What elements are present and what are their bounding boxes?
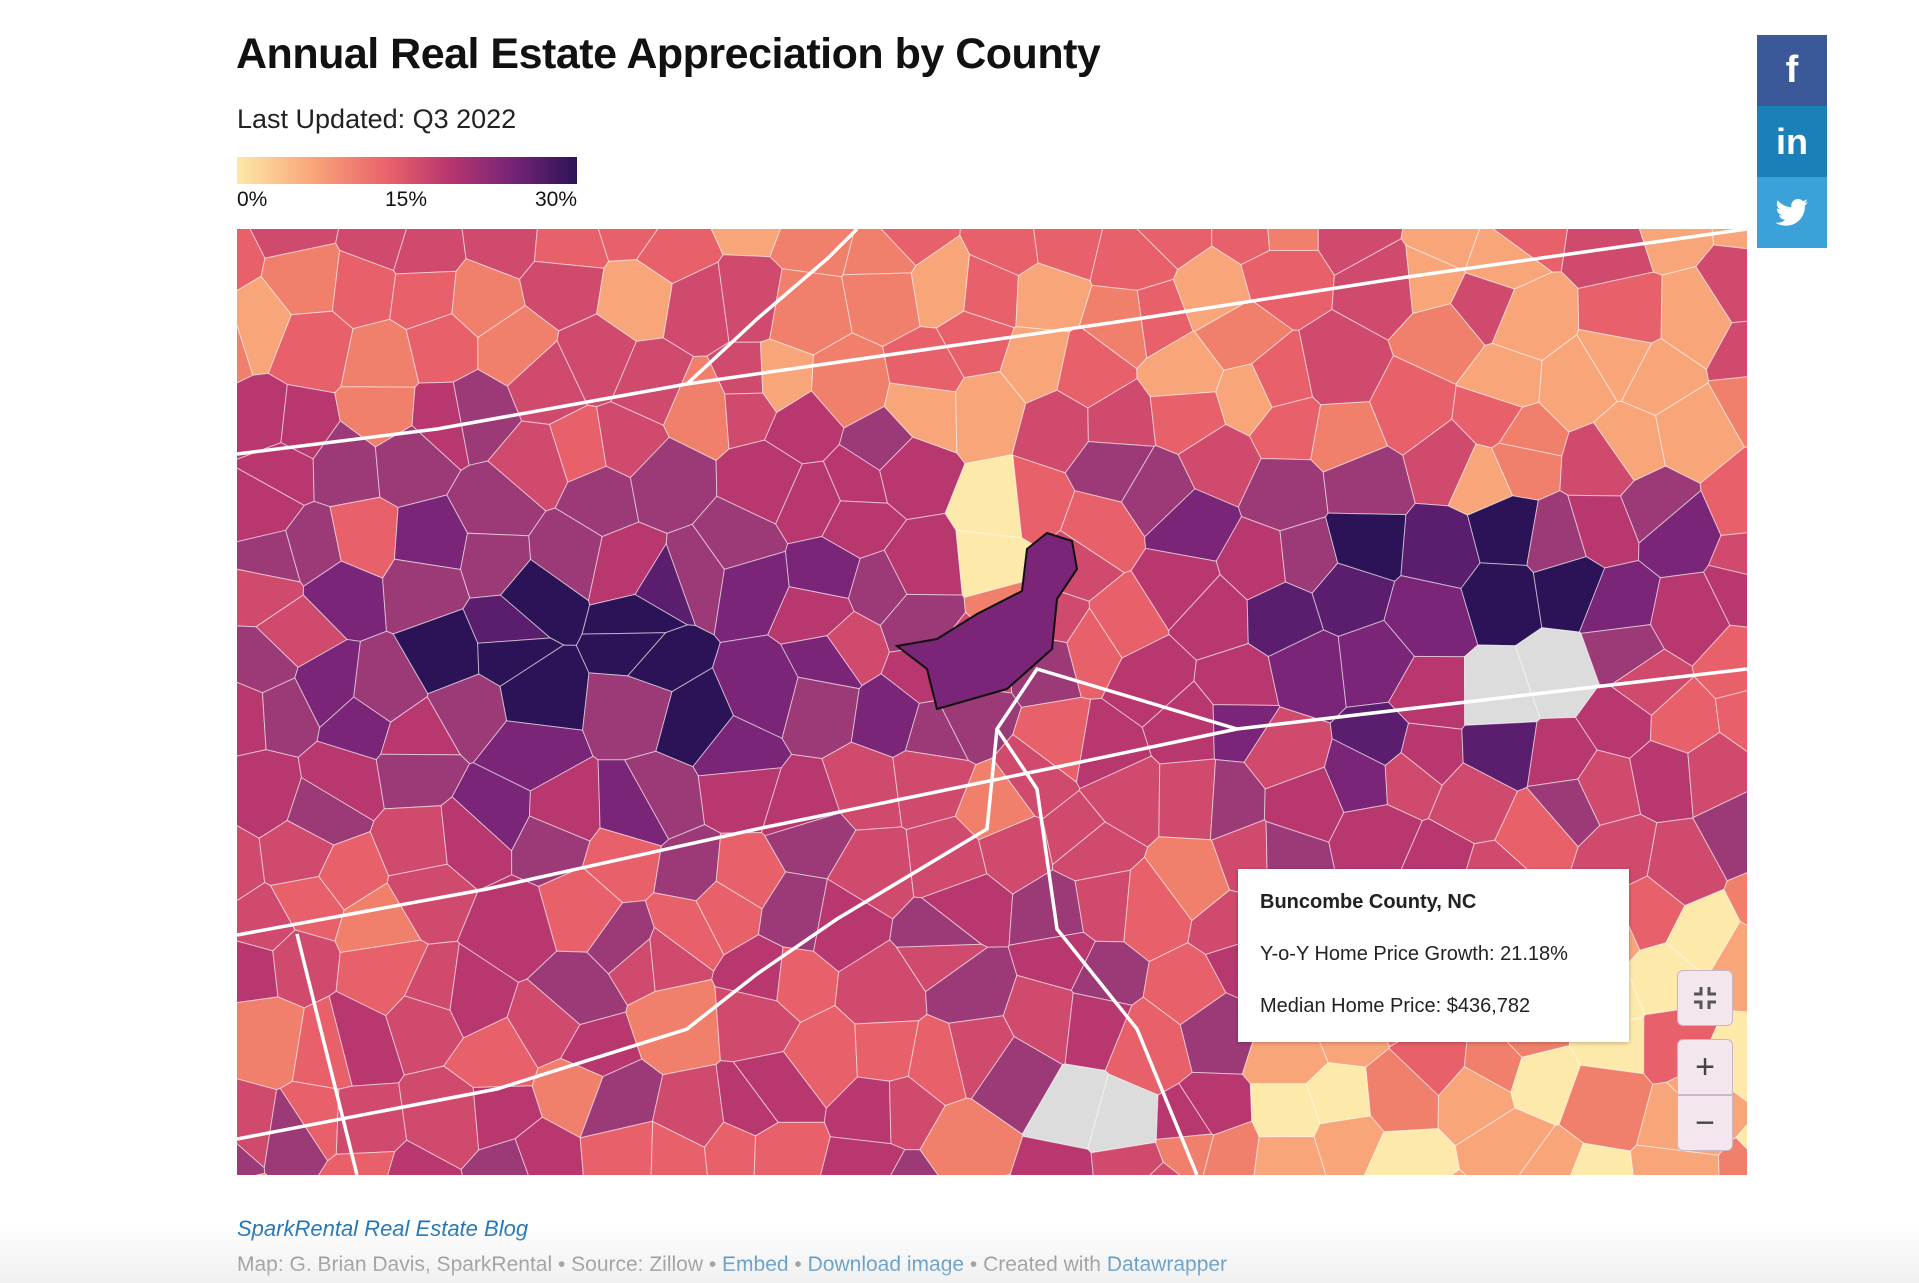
color-legend: 0% 15% 30% — [237, 157, 577, 216]
state-border — [295, 933, 359, 1175]
county-shape[interactable] — [1707, 531, 1748, 581]
tooltip-county-name: Buncombe County, NC — [1260, 891, 1477, 913]
state-border — [237, 229, 1747, 456]
county-shape[interactable] — [312, 1150, 396, 1176]
fullscreen-exit-icon — [1694, 987, 1716, 1009]
county-shape[interactable] — [1695, 244, 1747, 324]
zoom-in-button[interactable]: + — [1677, 1039, 1733, 1095]
county-shape[interactable] — [1515, 1124, 1585, 1175]
county-shape[interactable] — [460, 1138, 534, 1175]
county-shape[interactable] — [237, 372, 288, 462]
county-shape[interactable] — [1199, 1120, 1260, 1175]
footer-credits: Map: G. Brian Davis, SparkRental • Sourc… — [237, 1253, 1227, 1277]
county-shape[interactable] — [1629, 1144, 1720, 1175]
highlighted-county[interactable] — [894, 531, 1079, 711]
county-shape[interactable] — [393, 229, 467, 275]
datawrapper-link[interactable]: Datawrapper — [1106, 1253, 1228, 1276]
county-shape[interactable] — [1692, 790, 1747, 882]
county-shape[interactable] — [1253, 1135, 1333, 1176]
county-shape[interactable] — [1714, 685, 1747, 760]
county-shape[interactable] — [1130, 547, 1221, 632]
credits-separator: • — [788, 1253, 808, 1276]
map-title: Annual Real Estate Appreciation by Count… — [236, 30, 1101, 78]
county-shape[interactable] — [1009, 1135, 1095, 1175]
county-shape[interactable] — [380, 1139, 468, 1175]
linkedin-share-button[interactable]: in — [1757, 106, 1827, 177]
linkedin-icon: in — [1776, 120, 1808, 162]
county-shape[interactable] — [943, 1173, 1016, 1175]
county-shape[interactable] — [1705, 320, 1748, 382]
county-tooltip: Buncombe County, NC Y-o-Y Home Price Gro… — [1238, 869, 1629, 1042]
legend-label-max: 30% — [534, 188, 577, 211]
county-shape[interactable] — [1119, 1161, 1208, 1175]
choropleth-map[interactable]: Buncombe County, NC Y-o-Y Home Price Gro… — [237, 229, 1747, 1175]
county-shape[interactable] — [237, 1172, 271, 1175]
county-shape[interactable] — [1707, 375, 1747, 449]
county-shape[interactable] — [1703, 564, 1747, 629]
legend-label-min: 0% — [237, 188, 268, 211]
state-border — [237, 666, 1238, 1141]
county-shape[interactable] — [1735, 1119, 1747, 1175]
map-subtitle: Last Updated: Q3 2022 — [237, 104, 517, 134]
facebook-icon: f — [1785, 49, 1799, 91]
county-shape[interactable] — [1313, 1115, 1385, 1175]
fullscreen-button[interactable] — [1677, 970, 1733, 1026]
state-border — [995, 728, 1199, 1175]
facebook-share-button[interactable]: f — [1757, 35, 1827, 106]
embed-link[interactable]: Embed — [722, 1253, 789, 1276]
county-shape[interactable] — [1074, 869, 1132, 943]
credits-text: Map: G. Brian Davis, SparkRental • Sourc… — [237, 1253, 723, 1276]
county-shape[interactable] — [1723, 863, 1747, 935]
county-shape[interactable] — [753, 1121, 831, 1175]
twitter-share-button[interactable] — [1757, 177, 1827, 248]
tooltip-median-price: Median Home Price: $436,782 — [1260, 995, 1531, 1017]
download-image-link[interactable]: Download image — [807, 1253, 965, 1276]
state-border — [237, 667, 1747, 937]
county-shape[interactable] — [1158, 758, 1217, 841]
zoom-out-button[interactable]: − — [1677, 1095, 1733, 1151]
twitter-icon — [1775, 198, 1808, 226]
state-border — [685, 229, 859, 386]
source-blog-link[interactable]: SparkRental Real Estate Blog — [237, 1216, 529, 1241]
legend-gradient-bar — [237, 157, 577, 184]
tooltip-growth: Y-o-Y Home Price Growth: 21.18% — [1260, 943, 1568, 965]
county-shape[interactable] — [237, 296, 254, 407]
legend-label-mid: 15% — [385, 188, 428, 211]
county-shape[interactable] — [1400, 1168, 1475, 1176]
county-shape[interactable] — [1155, 1133, 1215, 1175]
credits-created-with: • Created with — [964, 1253, 1107, 1276]
county-shape[interactable] — [1264, 229, 1319, 252]
county-shape[interactable] — [583, 229, 691, 262]
